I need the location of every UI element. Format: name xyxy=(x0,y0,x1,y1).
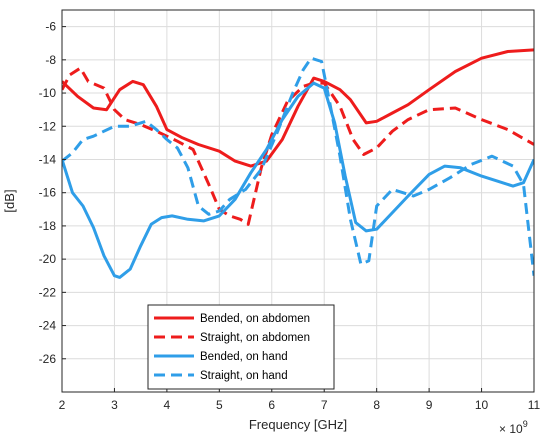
x-tick-label: 9 xyxy=(426,398,433,412)
x-tick-label: 4 xyxy=(164,398,171,412)
x-tick-label: 2 xyxy=(59,398,66,412)
legend-label-3: Bended, on hand xyxy=(200,351,288,363)
x-tick-label: 7 xyxy=(321,398,328,412)
x-tick-label: 8 xyxy=(373,398,380,412)
legend-label-4: Straight, on hand xyxy=(200,370,288,382)
y-tick-label: -10 xyxy=(39,86,57,100)
y-tick-label: -14 xyxy=(39,152,57,166)
x-tick-label: 3 xyxy=(111,398,118,412)
x-tick-label: 5 xyxy=(216,398,223,412)
y-tick-label: -6 xyxy=(45,20,56,34)
x-tick-label: 6 xyxy=(268,398,275,412)
legend-label-2: Straight, on abdomen xyxy=(200,332,310,344)
y-tick-label: -16 xyxy=(39,186,57,200)
y-axis-label: [dB] xyxy=(2,189,17,212)
series-line-2 xyxy=(62,66,534,226)
y-tick-label: -18 xyxy=(39,219,57,233)
y-tick-label: -12 xyxy=(39,119,57,133)
y-tick-label: -20 xyxy=(39,252,57,266)
x-tick-label: 10 xyxy=(475,398,489,412)
plot-frame xyxy=(61,9,535,393)
legend: Bended, on abdomen Straight, on abdomen Be… xyxy=(147,304,335,390)
series-line-1 xyxy=(62,48,534,168)
x-axis-label: Frequency [GHz] xyxy=(249,417,347,432)
series-layer xyxy=(62,48,534,279)
y-tick-label: -22 xyxy=(39,285,57,299)
x-exponent-power: 9 xyxy=(523,419,528,429)
y-tick-label: -8 xyxy=(45,53,56,67)
series-line-4 xyxy=(62,56,534,276)
x-tick-label: 11 xyxy=(528,398,541,412)
x-exponent-label: × 109 xyxy=(499,419,528,436)
y-tick-labels: -26 -24 -22 -20 -18 -16 -14 -12 -10 -8 -6 xyxy=(39,20,66,366)
x-tick-labels: 2 3 4 5 6 7 8 9 10 11 xyxy=(59,388,541,412)
legend-label-1: Bended, on abdomen xyxy=(200,313,310,325)
x-exponent-base: × 10 xyxy=(499,422,523,436)
y-tick-label: -26 xyxy=(39,352,57,366)
y-tick-label: -24 xyxy=(39,319,57,333)
series-line-3 xyxy=(62,81,534,279)
